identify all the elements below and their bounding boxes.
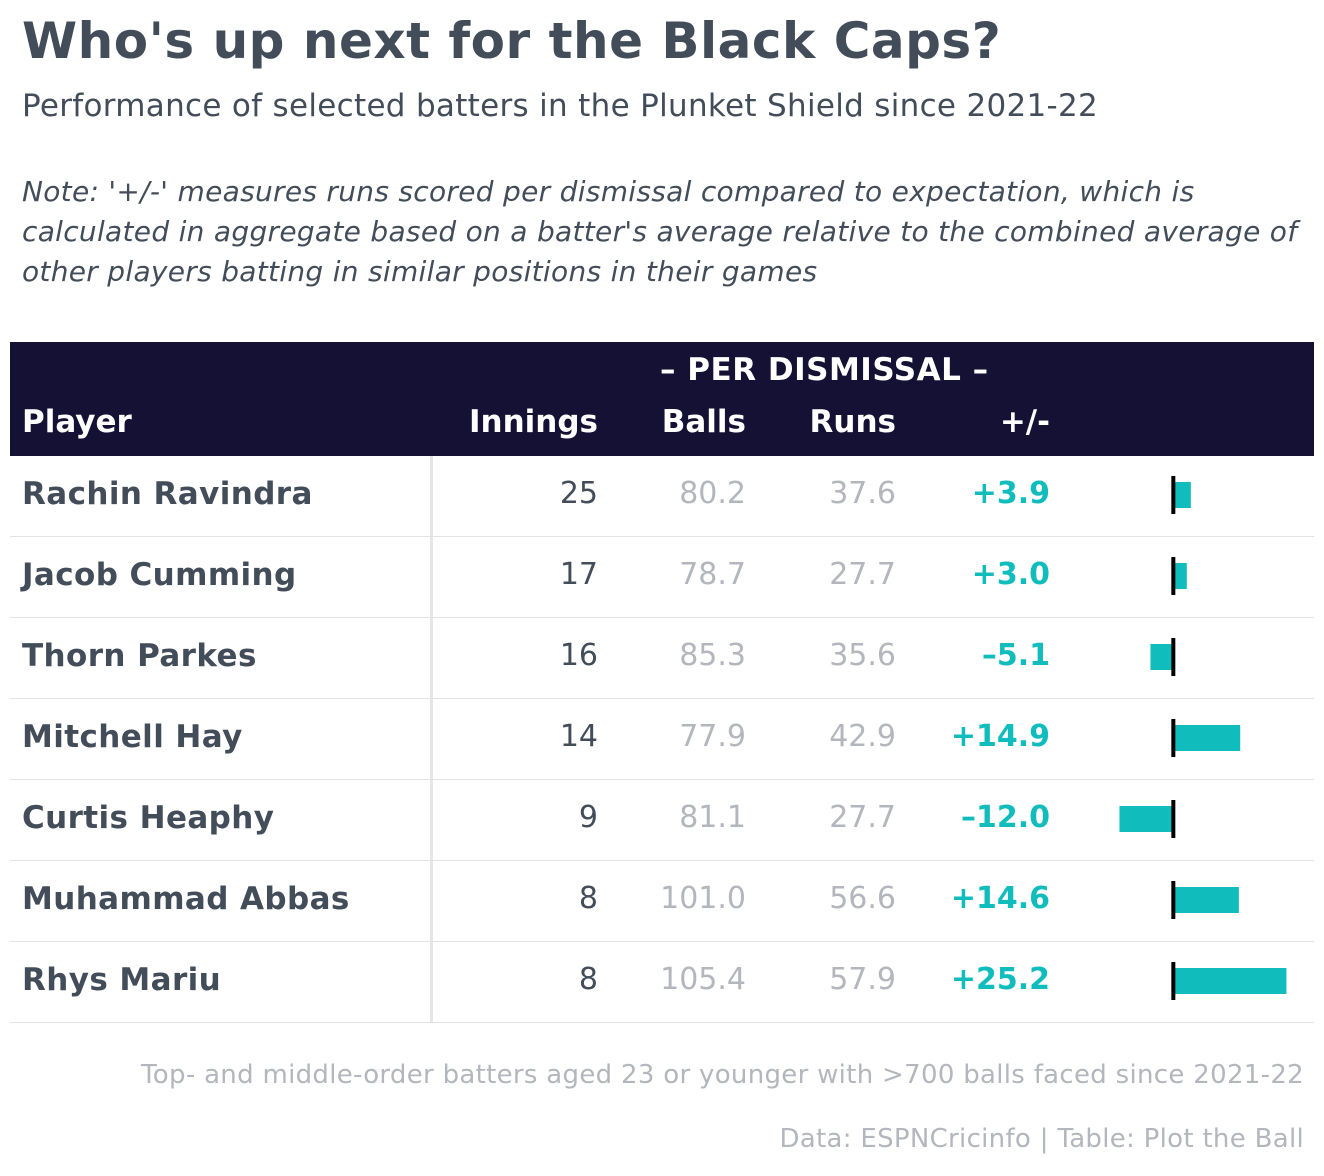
cell-balls: 78.7 [679, 557, 746, 592]
cell-runs: 27.7 [829, 800, 896, 835]
plus-minus-bar [1173, 563, 1187, 589]
bar-cell [1150, 638, 1176, 676]
bar-cell [1171, 881, 1239, 919]
zero-line [1171, 719, 1176, 757]
cell-balls: 80.2 [679, 476, 746, 511]
cell-player: Mitchell Hay [22, 719, 243, 755]
table-row: Rhys Mariu 8 105.4 57.9 +25.2 [10, 942, 1314, 1023]
cell-balls: 85.3 [679, 638, 746, 673]
plus-minus-bar [1119, 806, 1174, 832]
zero-line [1171, 881, 1176, 919]
cell-plus-minus: +14.9 [950, 719, 1050, 754]
cell-plus-minus: –12.0 [960, 800, 1050, 835]
cell-player: Jacob Cumming [22, 557, 297, 593]
header-runs: Runs [809, 404, 896, 440]
zero-line [1171, 476, 1176, 514]
cell-innings: 8 [578, 962, 598, 997]
column-divider [430, 537, 433, 617]
cell-player: Thorn Parkes [22, 638, 257, 674]
column-divider [430, 861, 433, 941]
zero-line [1171, 800, 1176, 838]
zero-line [1171, 962, 1176, 1000]
cell-player: Rachin Ravindra [22, 476, 313, 512]
cell-runs: 56.6 [829, 881, 896, 916]
plus-minus-bar [1173, 887, 1239, 913]
cell-innings: 14 [559, 719, 598, 754]
table-row: Muhammad Abbas 8 101.0 56.6 +14.6 [10, 861, 1314, 942]
cell-plus-minus: +3.0 [971, 557, 1050, 592]
cell-balls: 101.0 [660, 881, 746, 916]
cell-player: Rhys Mariu [22, 962, 222, 998]
cell-player: Muhammad Abbas [22, 881, 350, 917]
cell-innings: 25 [559, 476, 598, 511]
cell-innings: 8 [578, 881, 598, 916]
chart-note: Note: '+/-' measures runs scored per dis… [22, 175, 1298, 288]
plus-minus-bar [1173, 725, 1241, 751]
bar-cell [1171, 476, 1191, 514]
table-header: – PER DISMISSAL – Player Innings Balls R… [10, 342, 1314, 456]
header-innings: Innings [468, 404, 598, 440]
bar-cell [1119, 800, 1176, 838]
table-row: Mitchell Hay 14 77.9 42.9 +14.9 [10, 699, 1314, 780]
bar-cell [1171, 557, 1187, 595]
plus-minus-bar [1150, 644, 1174, 670]
cell-runs: 42.9 [829, 719, 896, 754]
bar-cell [1171, 962, 1287, 1000]
zero-line [1171, 557, 1176, 595]
column-divider [430, 456, 433, 536]
table-row: Curtis Heaphy 9 81.1 27.7 –12.0 [10, 780, 1314, 861]
cell-plus-minus: +3.9 [971, 476, 1050, 511]
bar-cell [1171, 719, 1241, 757]
header-balls: Balls [661, 404, 746, 440]
column-divider [430, 618, 433, 698]
cell-runs: 37.6 [829, 476, 896, 511]
plus-minus-bar [1173, 482, 1191, 508]
column-divider [430, 780, 433, 860]
plus-minus-bar [1173, 968, 1287, 994]
cell-balls: 105.4 [660, 962, 746, 997]
cell-innings: 9 [578, 800, 598, 835]
cell-balls: 77.9 [679, 719, 746, 754]
column-divider [430, 942, 433, 1022]
table-row: Rachin Ravindra 25 80.2 37.6 +3.9 [10, 456, 1314, 537]
chart-title: Who's up next for the Black Caps? [22, 12, 1002, 70]
cell-balls: 81.1 [679, 800, 746, 835]
header-plus-minus: +/- [999, 404, 1050, 440]
header-player: Player [22, 404, 132, 440]
chart-subtitle: Performance of selected batters in the P… [22, 88, 1099, 124]
table-row: Thorn Parkes 16 85.3 35.6 –5.1 [10, 618, 1314, 699]
column-divider [430, 699, 433, 779]
cell-runs: 27.7 [829, 557, 896, 592]
table-row: Jacob Cumming 17 78.7 27.7 +3.0 [10, 537, 1314, 618]
cell-plus-minus: +25.2 [950, 962, 1050, 997]
cell-plus-minus: –5.1 [981, 638, 1050, 673]
cell-innings: 16 [559, 638, 598, 673]
table-body: Rachin Ravindra 25 80.2 37.6 +3.9 Jacob … [10, 456, 1314, 1023]
per-dismissal-spanner: – PER DISMISSAL – [660, 352, 989, 388]
cell-runs: 35.6 [829, 638, 896, 673]
cell-player: Curtis Heaphy [22, 800, 275, 836]
stats-table: – PER DISMISSAL – Player Innings Balls R… [10, 342, 1314, 1023]
footer-source: Data: ESPNCricinfo | Table: Plot the Bal… [779, 1124, 1304, 1154]
zero-line [1171, 638, 1176, 676]
cell-runs: 57.9 [829, 962, 896, 997]
cell-plus-minus: +14.6 [950, 881, 1050, 916]
cell-innings: 17 [559, 557, 598, 592]
footer-caption: Top- and middle-order batters aged 23 or… [141, 1060, 1304, 1090]
